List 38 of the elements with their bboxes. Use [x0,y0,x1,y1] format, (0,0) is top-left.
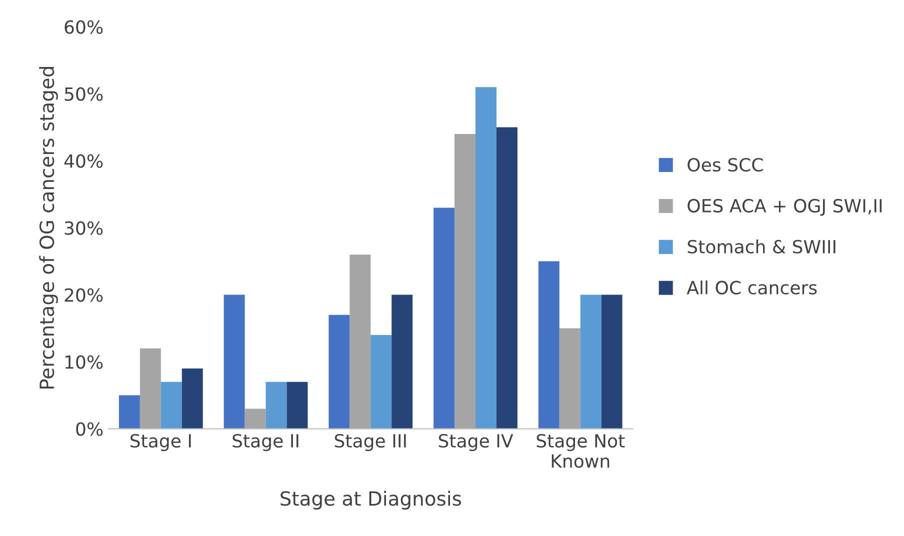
y-tick-label: 0% [76,422,103,436]
bar [182,368,203,429]
x-tick-label: Stage IV [438,434,514,452]
x-axis-title: Stage at Diagnosis [280,490,461,510]
bar [244,408,266,429]
y-tick-label: 40% [64,154,103,168]
x-tick-label: Stage Not Known [536,434,625,468]
bar [224,294,245,429]
x-tick-label: Stage III [334,434,406,452]
bar [286,382,308,429]
bar [434,208,455,429]
y-tick-label: 60% [64,20,103,34]
x-tick-label: Stage I [130,434,191,452]
bar [476,87,496,429]
x-tick-label: Stage II [232,434,298,452]
bar [496,127,518,429]
bar [601,294,622,429]
bar [328,314,350,429]
bar [580,294,602,429]
legend-label: Oes SCC [688,158,763,172]
bar [118,395,140,429]
bar [160,382,182,429]
y-axis-title: Percentage of OG cancers staged [39,66,58,389]
y-tick-label: 30% [64,221,103,235]
legend-label: OES ACA + OGJ SWI,II [688,198,882,216]
bar [266,382,287,429]
y-tick-label: 10% [65,355,103,369]
bar [370,335,392,429]
y-tick-label: 20% [64,288,103,302]
bar [140,348,161,429]
y-tick-label: 50% [64,87,103,101]
legend-label: Stomach & SWIII [688,240,836,254]
bar [538,261,560,429]
bar [350,254,371,429]
bar [392,294,413,429]
bar [454,134,476,429]
legend-label: All OC cancers [686,280,817,294]
bar [559,328,580,429]
